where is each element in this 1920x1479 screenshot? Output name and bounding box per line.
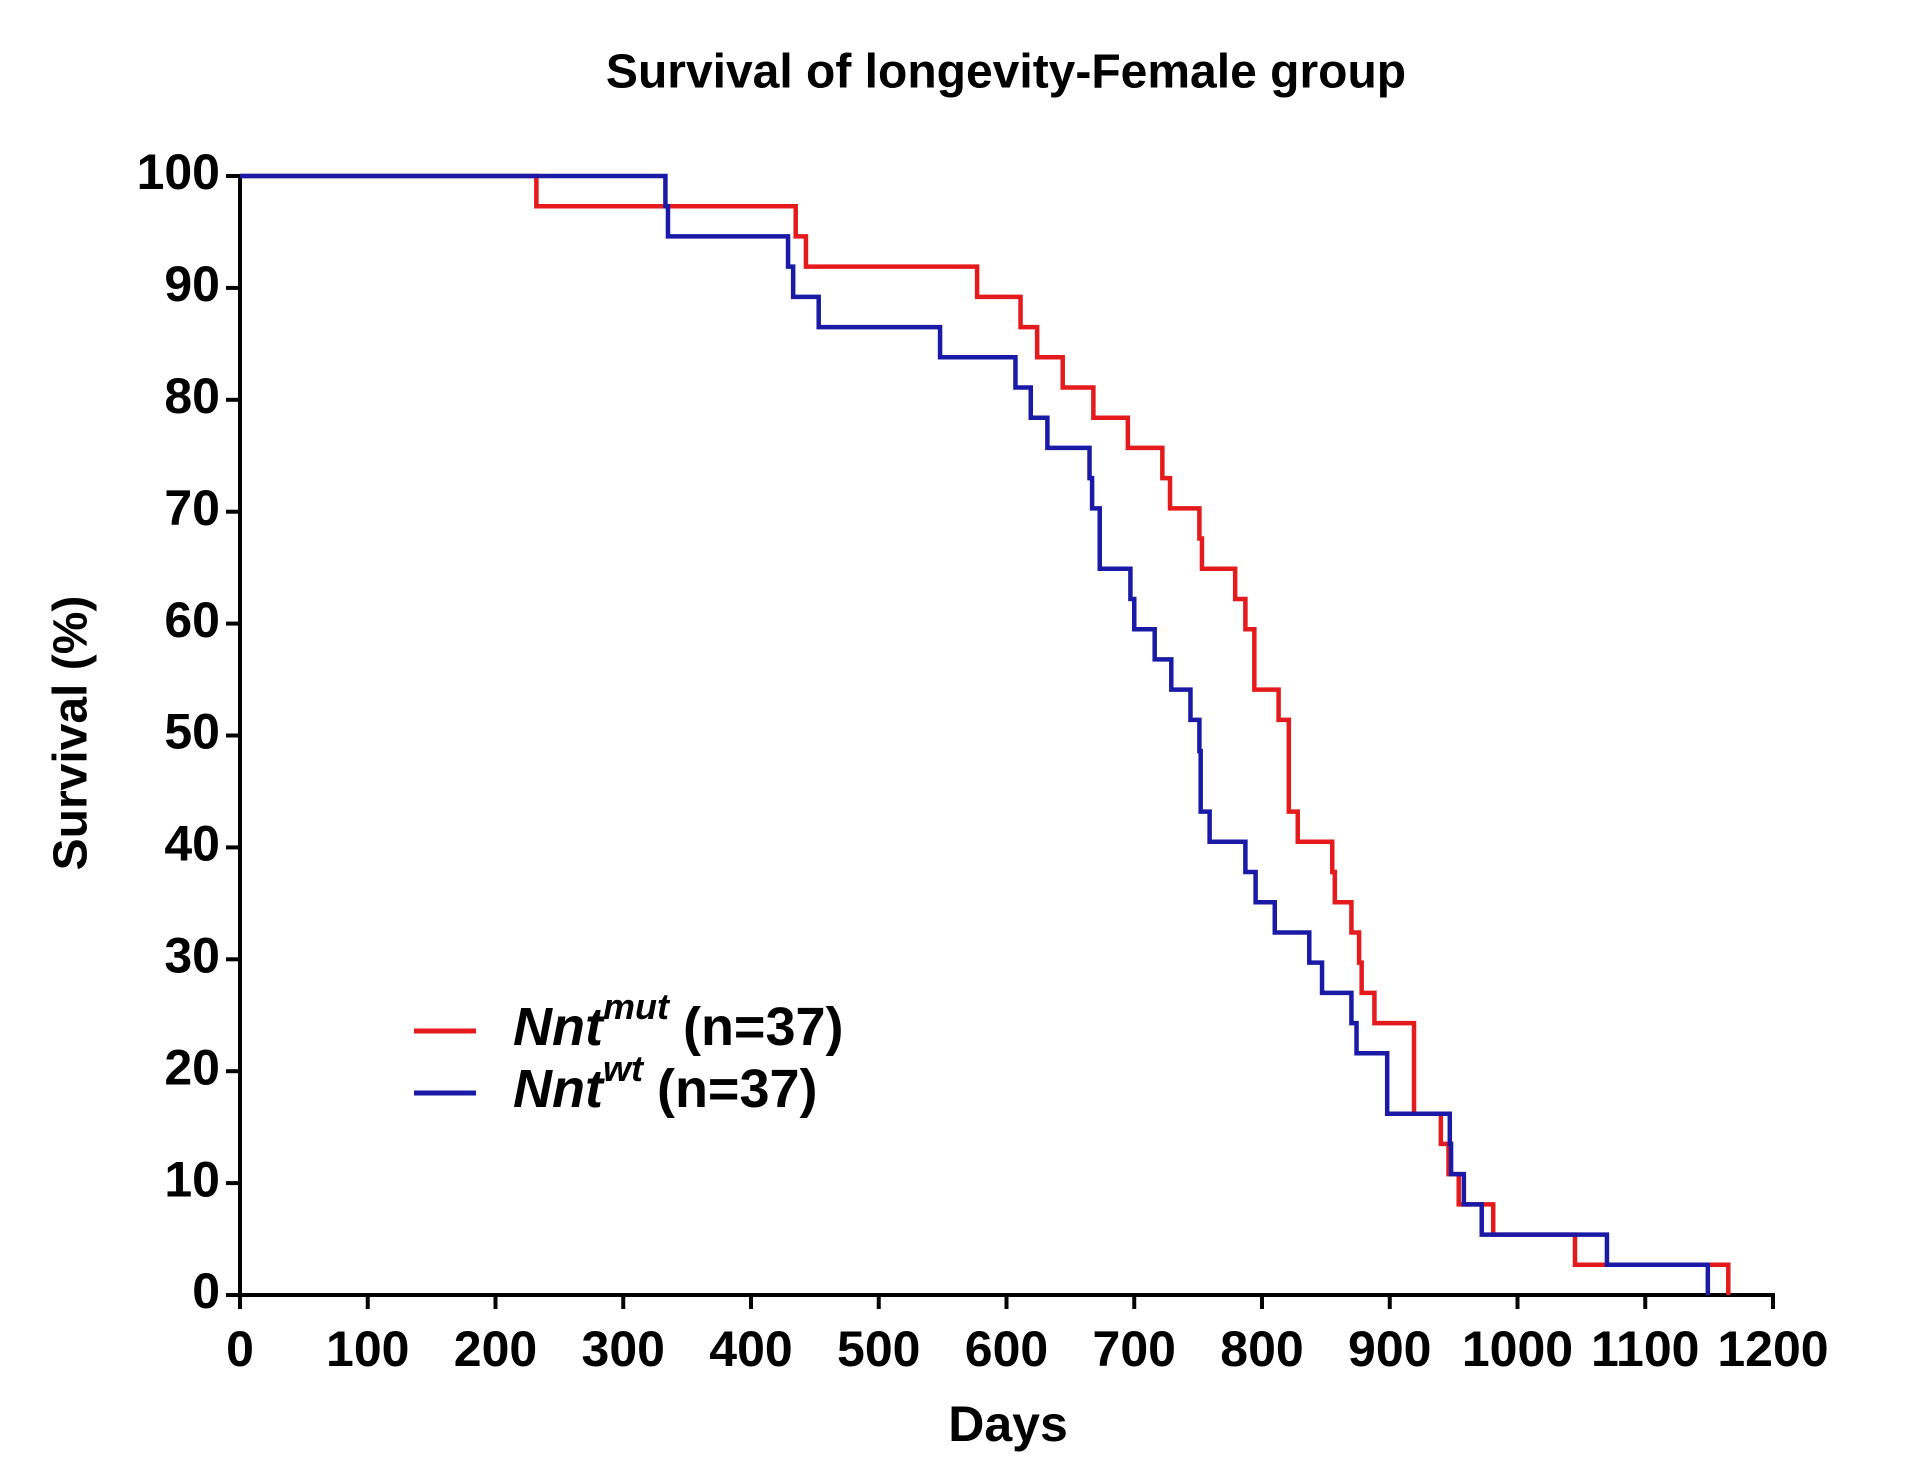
x-tick-label: 500 bbox=[837, 1321, 920, 1377]
legend-sup: wt bbox=[603, 1048, 645, 1089]
legend-base: Nnt bbox=[513, 1059, 605, 1119]
legend-base: Nnt bbox=[513, 997, 605, 1057]
x-tick-label: 400 bbox=[709, 1321, 792, 1377]
y-tick-label: 60 bbox=[164, 592, 220, 648]
legend-sup: mut bbox=[603, 986, 671, 1027]
y-tick-label: 70 bbox=[164, 480, 220, 536]
x-tick-label: 200 bbox=[454, 1321, 537, 1377]
y-tick-label: 100 bbox=[137, 144, 220, 200]
x-axis-label: Days bbox=[948, 1396, 1068, 1452]
legend-suffix: (n=37) bbox=[657, 1059, 818, 1119]
y-tick-label: 10 bbox=[164, 1151, 220, 1207]
y-tick-label: 90 bbox=[164, 256, 220, 312]
y-tick-label: 30 bbox=[164, 928, 220, 984]
y-axis-label: Survival (%) bbox=[45, 596, 98, 871]
survival-line bbox=[240, 173, 1711, 1295]
x-tick-label: 600 bbox=[965, 1321, 1048, 1377]
chart-title: Survival of longevity-Female group bbox=[606, 46, 1406, 99]
legend-label: Nntwt (n=37) bbox=[513, 1048, 818, 1120]
legend-label: Nntmut (n=37) bbox=[513, 986, 844, 1058]
y-tick-label: 40 bbox=[164, 816, 220, 872]
x-tick-label: 1200 bbox=[1717, 1321, 1828, 1377]
survival-line bbox=[240, 173, 1731, 1295]
x-tick-label: 300 bbox=[582, 1321, 665, 1377]
x-tick-label: 700 bbox=[1093, 1321, 1176, 1377]
y-tick-label: 50 bbox=[164, 704, 220, 760]
y-tick-label: 80 bbox=[164, 368, 220, 424]
x-tick-label: 1100 bbox=[1591, 1321, 1699, 1377]
y-tick-label: 0 bbox=[192, 1263, 220, 1319]
x-tick-label: 0 bbox=[226, 1321, 254, 1377]
x-tick-label: 100 bbox=[326, 1321, 409, 1377]
x-tick-label: 800 bbox=[1220, 1321, 1303, 1377]
x-tick-label: 900 bbox=[1348, 1321, 1431, 1377]
y-tick-label: 20 bbox=[164, 1039, 220, 1095]
x-tick-label: 1000 bbox=[1462, 1321, 1573, 1377]
legend-suffix: (n=37) bbox=[683, 997, 844, 1057]
